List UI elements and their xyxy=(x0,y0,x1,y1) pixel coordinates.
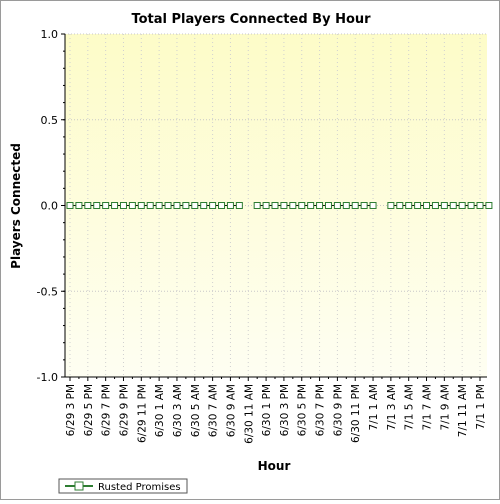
data-point xyxy=(262,202,270,209)
data-point xyxy=(467,202,475,209)
data-point xyxy=(342,202,350,209)
y-axis-label: Players Connected xyxy=(9,143,23,269)
data-point xyxy=(173,202,181,209)
data-point xyxy=(423,202,431,209)
data-point xyxy=(128,202,136,209)
x-tick-label: 7/1 5 AM xyxy=(404,384,416,431)
data-point xyxy=(84,202,92,209)
legend-label: Rusted Promises xyxy=(98,482,181,493)
data-point xyxy=(440,202,448,209)
data-point xyxy=(387,202,395,209)
data-point xyxy=(449,202,457,209)
x-tick-label: 7/1 11 AM xyxy=(457,384,469,437)
x-tick-label: 6/30 7 AM xyxy=(208,384,220,437)
data-point xyxy=(111,202,119,209)
data-point xyxy=(75,202,83,209)
data-point xyxy=(324,202,332,209)
x-tick-label: 6/30 11 AM xyxy=(243,384,255,444)
data-point xyxy=(369,202,377,209)
data-point xyxy=(218,202,226,209)
data-point xyxy=(209,202,217,209)
x-tick-label: 6/30 9 AM xyxy=(225,384,237,437)
data-point xyxy=(280,202,288,209)
data-point xyxy=(360,202,368,209)
data-point xyxy=(66,202,74,209)
data-point xyxy=(200,202,208,209)
data-point xyxy=(396,202,404,209)
data-point xyxy=(93,202,101,209)
x-tick-label: 6/30 9 PM xyxy=(332,384,344,436)
data-point xyxy=(226,202,234,209)
x-tick-label: 7/1 3 AM xyxy=(386,384,398,431)
x-tick-label: 6/30 3 AM xyxy=(172,384,184,437)
x-tick-label: 7/1 7 AM xyxy=(422,384,434,431)
y-axis-ticks: 1.0 0.5 0.0 -0.5 -1.0 xyxy=(37,28,65,384)
series-rusted-promises xyxy=(66,202,493,209)
data-point xyxy=(405,202,413,209)
legend: Rusted Promises xyxy=(58,478,188,494)
data-point xyxy=(458,202,466,209)
x-tick-label: 7/1 9 AM xyxy=(439,384,451,431)
data-point xyxy=(102,202,110,209)
data-point xyxy=(182,202,190,209)
y-tick-label: -0.5 xyxy=(37,285,58,298)
data-point xyxy=(333,202,341,209)
x-tick-label: 6/29 11 PM xyxy=(136,384,148,443)
data-point xyxy=(235,202,243,209)
x-tick-label: 6/29 7 PM xyxy=(101,384,113,436)
y-tick-label: 0.0 xyxy=(41,200,59,213)
x-axis-ticks: 6/29 3 PM 6/29 5 PM 6/29 7 PM 6/29 9 PM 6/29… xyxy=(65,377,487,444)
data-point xyxy=(298,202,306,209)
x-tick-label: 6/30 1 AM xyxy=(154,384,166,437)
x-axis-label: Hour xyxy=(258,459,291,473)
y-tick-label: -1.0 xyxy=(37,371,58,384)
legend-marker xyxy=(74,481,84,491)
data-point xyxy=(316,202,324,209)
x-tick-label: 6/29 3 PM xyxy=(65,384,77,436)
x-tick-label: 6/30 5 AM xyxy=(190,384,202,437)
data-point xyxy=(476,202,484,209)
x-tick-label: 7/1 1 PM xyxy=(475,384,487,430)
data-point xyxy=(431,202,439,209)
x-tick-label: 7/1 1 AM xyxy=(368,384,380,431)
data-point xyxy=(414,202,422,209)
data-point xyxy=(146,202,154,209)
data-point xyxy=(485,202,493,209)
x-tick-label: 6/30 5 PM xyxy=(297,384,309,436)
data-point xyxy=(137,202,145,209)
data-point xyxy=(253,202,261,209)
x-tick-label: 6/30 11 PM xyxy=(350,384,362,443)
y-tick-label: 1.0 xyxy=(41,28,59,41)
data-point xyxy=(271,202,279,209)
data-point xyxy=(155,202,163,209)
y-tick-label: 0.5 xyxy=(41,114,59,127)
data-point xyxy=(164,202,172,209)
data-point xyxy=(119,202,127,209)
x-tick-label: 6/30 1 PM xyxy=(261,384,273,436)
x-tick-label: 6/29 5 PM xyxy=(83,384,95,436)
data-point xyxy=(307,202,315,209)
x-tick-label: 6/30 3 PM xyxy=(279,384,291,436)
data-point xyxy=(289,202,297,209)
data-point xyxy=(351,202,359,209)
x-tick-label: 6/30 7 PM xyxy=(315,384,327,436)
chart-title: Total Players Connected By Hour xyxy=(131,12,371,27)
data-point xyxy=(191,202,199,209)
x-tick-label: 6/29 9 PM xyxy=(118,384,130,436)
